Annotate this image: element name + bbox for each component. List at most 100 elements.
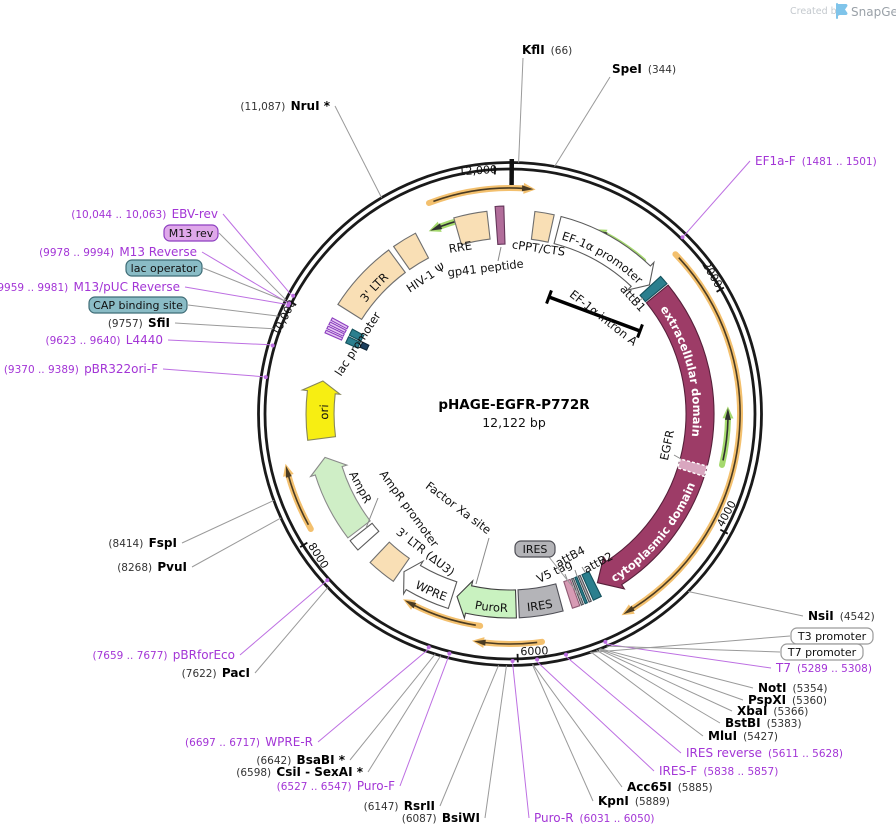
box-label-bg-ires[interactable] (514, 540, 556, 558)
feature-ef1a-intron-a-bracket[interactable] (545, 289, 644, 339)
feature-lac-op-box-1[interactable] (344, 335, 362, 349)
feature-lac-promoter[interactable] (359, 341, 370, 351)
feature-hiv-1-psi[interactable] (392, 232, 430, 271)
rotated-label-egfr[interactable]: EGFR (657, 429, 677, 462)
feature-attb4-bar-1[interactable] (577, 574, 593, 603)
orf-arrow-orf-bl-1[interactable] (403, 599, 484, 629)
callout-line-acc65i (532, 664, 623, 788)
feature-m13-bar-2[interactable] (326, 325, 346, 337)
site-label-wpre-r[interactable]: (6697 .. 6717) WPRE-R (185, 735, 313, 749)
box-label-text-lac-operator[interactable]: lac operator (131, 262, 198, 275)
site-label-xbai[interactable]: XbaI (5366) (737, 704, 808, 718)
site-label-l4440[interactable]: (9623 .. 9640) L4440 (46, 333, 163, 347)
site-label-pspxi[interactable]: PspXI (5360) (748, 693, 827, 707)
feature-attb4-bar-2[interactable] (570, 577, 585, 606)
feature-gp41-peptide[interactable] (494, 205, 506, 245)
feature-m13-bar-3[interactable] (328, 321, 347, 334)
callout-line-csii-sexai (367, 655, 442, 773)
site-label-rsrii[interactable]: (6147) RsrII (364, 799, 435, 813)
rotated-label-factor-xa-site[interactable]: Factor Xa site (423, 479, 494, 537)
site-label-spei[interactable]: SpeI (344) (612, 62, 676, 76)
feature-3p-ltr-du3[interactable] (369, 541, 411, 583)
site-label-m13-puc-reverse[interactable]: (9959 .. 9981) M13/pUC Reverse (0, 280, 180, 294)
feature-ef1a-promoter[interactable] (553, 215, 655, 291)
feature-rre[interactable] (453, 210, 491, 246)
curved-label-puror[interactable]: PuroR (474, 598, 508, 615)
feature-egfr-cds[interactable] (596, 284, 715, 590)
site-label-fspi[interactable]: (8414) FspI (108, 536, 177, 550)
feature-m13-bar-1[interactable] (324, 329, 344, 341)
site-label-nsii[interactable]: NsiI (4542) (808, 609, 875, 623)
site-label-bsiwi[interactable]: (6087) BsiWI (402, 811, 480, 825)
feature-puror[interactable] (456, 579, 517, 621)
curved-label-ires[interactable]: IRES (526, 596, 553, 614)
site-label-kfli[interactable]: KflI (66) (522, 43, 572, 57)
curved-label-ori[interactable]: ori (317, 404, 331, 420)
rotated-label-rre[interactable]: RRE (448, 238, 473, 255)
feature-m13-bar-4[interactable] (330, 317, 349, 330)
feature-v5-tag[interactable] (563, 578, 581, 609)
site-label-nrui[interactable]: (11,087) NruI * (240, 99, 330, 113)
site-label-acc65i[interactable]: Acc65I (5885) (627, 780, 713, 794)
feature-3p-ltr[interactable] (337, 249, 407, 321)
site-label-pbr322ori-f[interactable]: (9370 .. 9389) pBR322ori-F (4, 362, 158, 376)
feature-ampr[interactable] (309, 456, 371, 539)
box-label-text-ires[interactable]: IRES (523, 543, 548, 556)
box-label-bg-t7-promoter[interactable] (780, 643, 864, 661)
box-label-bg-m13-rev[interactable] (163, 224, 219, 242)
feature-attb2[interactable] (581, 570, 603, 601)
site-label-t7[interactable]: T7 (5289 .. 5308) (775, 661, 872, 675)
site-label-pbrforeco[interactable]: (7659 .. 7677) pBRforEco (93, 648, 235, 662)
feature-ampr-promoter[interactable] (349, 522, 380, 551)
box-label-text-m13-rev[interactable]: M13 rev (169, 227, 214, 240)
site-label-puro-f[interactable]: (6527 .. 6547) Puro-F (277, 779, 395, 793)
orf-arrow-orf-left[interactable] (283, 463, 314, 532)
feature-ires[interactable] (517, 583, 564, 619)
site-label-puro-r[interactable]: Puro-R (6031 .. 6050) (534, 811, 655, 825)
orf-arrow-orf-top[interactable] (426, 182, 536, 206)
leader-line-6 (475, 537, 490, 585)
rotated-label-gp41-peptide[interactable]: gp41 peptide (447, 256, 525, 279)
feature-lac-op-box-2[interactable] (348, 328, 365, 342)
site-label-paci[interactable]: (7622) PacI (182, 666, 250, 680)
box-label-bg-lac-operator[interactable] (125, 259, 203, 277)
orf-arrow-orf-green-3[interactable] (719, 406, 734, 468)
site-noti: NotI (5354) (600, 648, 827, 695)
box-label-lac-operator: lac operator (125, 259, 286, 302)
callout-line-puro-r (512, 663, 530, 819)
orf-arrow-orf-egfr[interactable] (621, 251, 743, 616)
site-label-ef1a-f[interactable]: EF1a-F (1481 .. 1501) (755, 154, 877, 168)
orf-arrow-orf-bl-2[interactable] (472, 637, 545, 648)
site-label-bsabi[interactable]: (6642) BsaBI * (256, 753, 345, 767)
site-l4440: (9623 .. 9640) L4440 (46, 333, 275, 348)
box-label-bg-cap-binding-site[interactable] (88, 296, 188, 314)
feature-attb1[interactable] (639, 275, 668, 303)
callout-line-ires (548, 556, 582, 598)
site-label-ires-reverse[interactable]: IRES reverse (5611 .. 5628) (686, 746, 843, 760)
feature-tm-band[interactable] (676, 458, 709, 478)
site-label-ires-f[interactable]: IRES-F (5838 .. 5857) (659, 764, 778, 778)
feature-attb4[interactable] (574, 576, 589, 605)
site-label-m13-reverse[interactable]: (9978 .. 9994) M13 Reverse (39, 245, 197, 259)
site-label-noti[interactable]: NotI (5354) (758, 681, 827, 695)
site-label-bstbi[interactable]: BstBI (5383) (725, 716, 802, 730)
site-label-kpni[interactable]: KpnI (5889) (598, 794, 670, 808)
box-label-text-t3-promoter[interactable]: T3 promoter (797, 630, 867, 643)
site-label-mlui[interactable]: MluI (5427) (708, 729, 778, 743)
site-pspxi: PspXI (5360) (599, 648, 827, 707)
feature-wpre[interactable] (403, 559, 458, 610)
site-label-pvui[interactable]: (8268) PvuI (117, 560, 187, 574)
site-nrui: (11,087) NruI * (240, 99, 383, 198)
leader-line-1 (635, 297, 644, 304)
feature-ori[interactable] (300, 380, 342, 441)
rotated-label-lac-promoter[interactable]: lac promoter (332, 309, 384, 379)
site-label-sfii[interactable]: (9757) SfiI (108, 316, 170, 330)
site-label-ebv-rev[interactable]: (10,044 .. 10,063) EBV-rev (71, 207, 218, 221)
feature-cppt-cts[interactable] (530, 210, 555, 243)
primer-marker-m13-reverse (287, 301, 292, 306)
box-label-text-cap-binding-site[interactable]: CAP binding site (93, 299, 183, 312)
box-label-text-t7-promoter[interactable]: T7 promoter (787, 646, 857, 659)
site-label-csii-sexai[interactable]: (6598) CsiI - SexAI * (236, 765, 363, 779)
position-tick-8000: 8000 (299, 540, 331, 571)
